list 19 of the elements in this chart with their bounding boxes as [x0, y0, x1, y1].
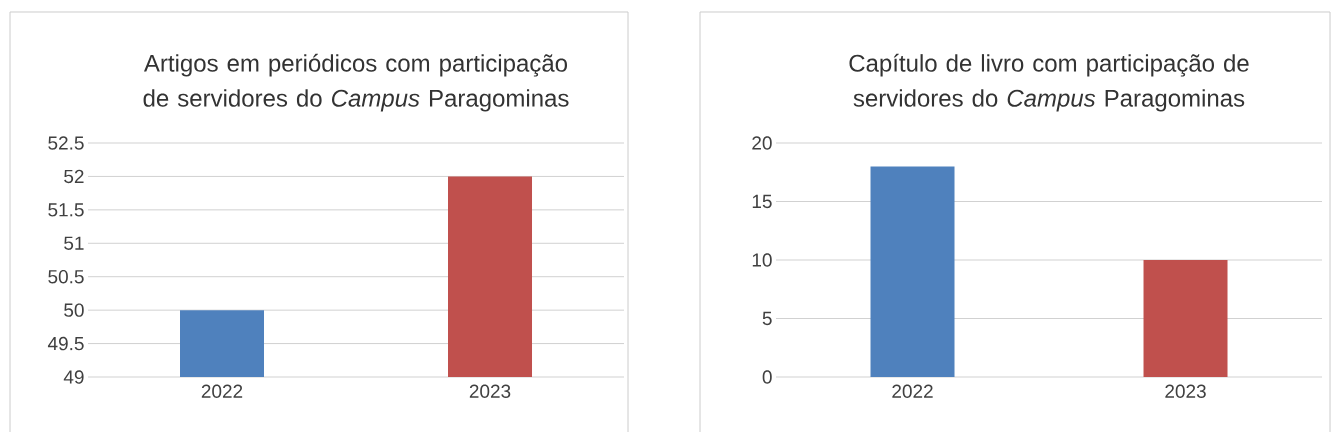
x-tick-label: 2022: [201, 384, 243, 398]
y-tick-label: 51: [64, 236, 84, 250]
y-tick-label: 10: [752, 253, 772, 267]
y-tick-label: 52.5: [48, 136, 84, 150]
y-tick-label: 0: [762, 370, 772, 384]
y-tick-label: 50: [64, 303, 84, 317]
y-tick-label: 51.5: [48, 203, 84, 217]
y-tick-label: 15: [752, 194, 772, 209]
chart-title: Artigos em periódicos com participação de servidores do Campus Paragominas: [143, 53, 569, 112]
y-tick-label: 20: [752, 136, 772, 150]
y-tick-label: 50.5: [48, 269, 84, 284]
x-tick-label: 2022: [892, 384, 933, 398]
chart-title: Capítulo de livro com participação de servidores do Campus Paragominas: [849, 53, 1249, 112]
x-tick-label: 2023: [469, 384, 511, 398]
y-tick-label: 49: [63, 370, 84, 384]
x-tick-label: 2023: [1165, 384, 1206, 398]
y-tick-label: 49.5: [47, 336, 84, 351]
y-tick-label: 52: [64, 169, 84, 184]
y-tick-label: 5: [762, 311, 772, 326]
